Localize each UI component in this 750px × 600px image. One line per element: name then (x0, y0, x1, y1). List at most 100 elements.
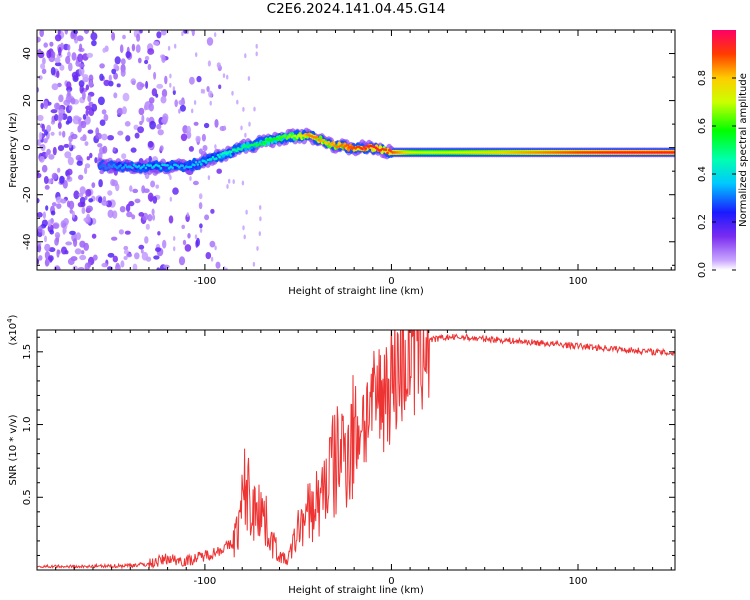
noise-speckle (162, 113, 169, 122)
noise-speckle (77, 53, 84, 63)
noise-speckle (138, 107, 145, 116)
noise-speckle (75, 232, 82, 241)
noise-speckle (54, 34, 62, 42)
noise-speckle (199, 223, 203, 229)
noise-speckle (99, 119, 106, 126)
noise-speckle (66, 168, 73, 176)
y-tick-label: 40 (22, 47, 33, 60)
noise-speckle (98, 179, 103, 188)
noise-speckle (186, 125, 191, 135)
noise-speckle (43, 100, 49, 109)
ridge-core (285, 137, 289, 140)
noise-speckle (199, 228, 203, 233)
ridge-core (240, 148, 243, 151)
ridge-middle (378, 145, 383, 151)
noise-speckle (58, 94, 64, 103)
noise-speckle (66, 81, 72, 90)
noise-speckle (38, 131, 43, 141)
noise-speckle (98, 196, 103, 204)
ridge-core (137, 164, 141, 168)
noise-speckle (226, 184, 229, 189)
noise-speckle (113, 72, 118, 80)
noise-speckle (256, 246, 259, 251)
ridge-core (204, 161, 208, 164)
noise-speckle (84, 163, 91, 169)
ridge-core (340, 143, 344, 146)
noise-speckle (60, 220, 66, 229)
noise-speckle (62, 228, 67, 234)
noise-speckle (92, 254, 98, 261)
noise-speckle (218, 84, 222, 90)
noise-speckle (51, 172, 58, 180)
bottom-x-axis-label: Height of straight line (km) (288, 585, 424, 596)
noise-speckle (54, 237, 59, 246)
noise-speckle (128, 200, 135, 207)
y-tick-label: 20 (22, 94, 33, 107)
ridge-core (241, 145, 245, 149)
noise-speckle (162, 239, 167, 249)
noise-speckle (120, 58, 126, 65)
noise-speckle (129, 185, 133, 192)
noise-speckle (77, 267, 85, 270)
noise-speckle (86, 52, 94, 58)
noise-speckle (65, 55, 71, 65)
ridge-core (295, 136, 299, 139)
noise-speckle (68, 105, 73, 111)
ridge-core (270, 139, 274, 142)
noise-speckle (53, 265, 61, 270)
noise-speckle (149, 120, 157, 130)
noise-speckle (167, 45, 171, 51)
ridge-core (159, 166, 163, 170)
noise-speckle (147, 63, 152, 71)
ridge-core (215, 157, 218, 160)
noise-speckle (38, 75, 43, 80)
colorbar-tick-label: 0.0 (697, 262, 708, 278)
noise-speckle (243, 234, 246, 240)
noise-speckle (37, 244, 42, 253)
noise-speckle (54, 62, 62, 67)
top-y-axis: 40 20 0 -20 -40 (22, 29, 675, 266)
noise-speckle (200, 88, 204, 94)
noise-speckle (241, 180, 245, 186)
noise-speckle (148, 103, 154, 112)
noise-speckle (111, 32, 116, 41)
noise-speckle (143, 104, 148, 111)
noise-speckle (57, 30, 61, 35)
noise-speckle (57, 113, 62, 123)
ridge-core (178, 166, 181, 169)
noise-speckle (52, 146, 57, 156)
ridge-core (283, 134, 287, 138)
noise-speckle (131, 43, 136, 52)
noise-speckle (78, 63, 85, 68)
noise-speckle (45, 151, 49, 158)
colorbar-tick-label: 0.8 (697, 70, 708, 86)
noise-speckle (42, 57, 46, 65)
noise-speckle (70, 31, 75, 40)
noise-speckle (192, 180, 199, 186)
noise-speckle (112, 147, 116, 152)
noise-speckle (122, 92, 130, 102)
noise-speckle (248, 121, 251, 127)
noise-speckle (178, 99, 186, 106)
noise-speckle (178, 256, 186, 266)
noise-speckle (65, 120, 70, 125)
noise-speckle (141, 251, 149, 261)
noise-speckle (150, 180, 156, 188)
noise-speckle (37, 49, 41, 54)
ridge-core (329, 143, 332, 147)
noise-speckle (101, 200, 108, 206)
noise-speckle (113, 63, 118, 70)
noise-speckle (156, 123, 162, 130)
ridge-core (122, 165, 126, 169)
ridge-core (287, 135, 290, 139)
noise-speckle (52, 223, 59, 229)
noise-speckle (123, 245, 129, 251)
snr-frame (36, 329, 676, 571)
noise-speckle (49, 41, 54, 47)
noise-speckle (72, 210, 75, 219)
noise-speckle (147, 192, 154, 202)
bottom-y-axis: 0.5 1.0 1.5 (22, 336, 675, 556)
ridge-core (124, 164, 127, 167)
noise-speckle (116, 83, 121, 88)
noise-speckle (173, 236, 176, 241)
